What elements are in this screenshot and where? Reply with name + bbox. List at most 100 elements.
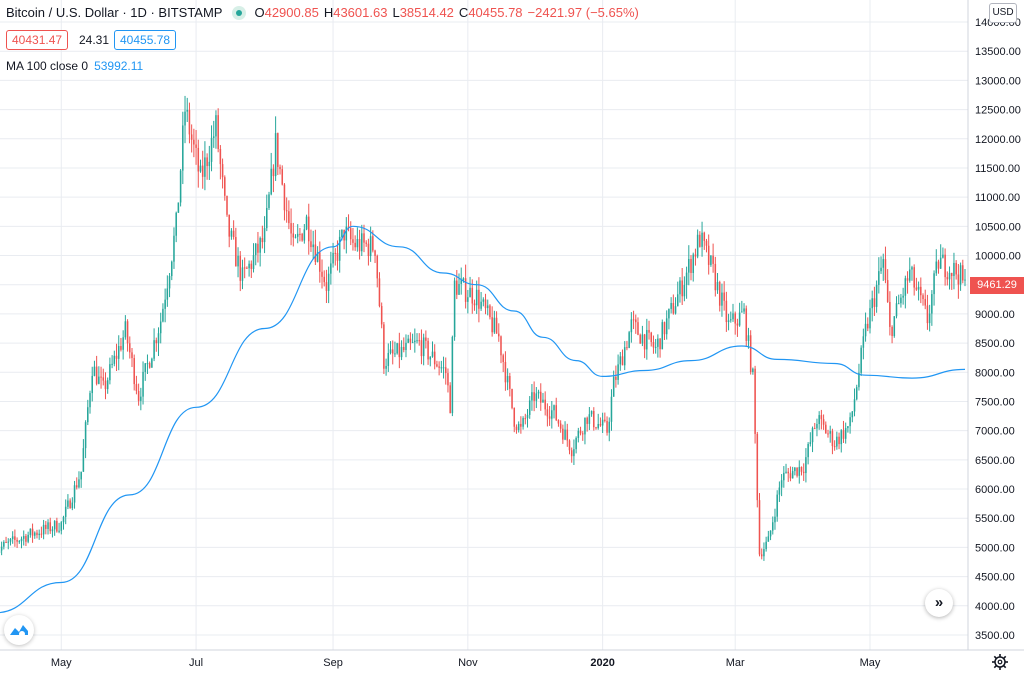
tradingview-logo-icon[interactable] [4, 615, 34, 645]
candle [36, 530, 38, 539]
candle [288, 200, 290, 229]
candle [354, 235, 356, 251]
candle [538, 390, 540, 399]
candle-body [244, 267, 246, 268]
scroll-to-realtime-button[interactable]: » [925, 589, 953, 617]
candle-body [624, 347, 626, 365]
candle-body [392, 349, 394, 353]
candle [491, 306, 493, 336]
candle [383, 322, 385, 374]
candle-body [38, 534, 40, 535]
candle-body [403, 347, 405, 350]
candle [947, 271, 949, 285]
candle-body [385, 366, 387, 369]
candle [368, 239, 370, 266]
candle [204, 141, 206, 190]
candle [186, 98, 188, 122]
candle [825, 421, 827, 433]
candle-body [710, 256, 712, 265]
candle [730, 312, 732, 323]
sell-price-button[interactable]: 40431.47 [6, 30, 68, 50]
candle [259, 237, 261, 267]
candle-body [288, 211, 290, 223]
candle-body [399, 343, 401, 357]
candle [379, 272, 381, 307]
candle [721, 284, 723, 317]
candle [213, 121, 215, 148]
open-label: O [254, 5, 264, 20]
candle-body [222, 164, 224, 177]
currency-label[interactable]: USD [989, 3, 1017, 23]
candle [94, 361, 96, 377]
candle [427, 338, 429, 365]
candle-body [834, 446, 836, 447]
candle-body [721, 293, 723, 306]
candle [648, 321, 650, 340]
buy-price-button[interactable]: 40455.78 [114, 30, 176, 50]
candle [388, 343, 390, 371]
y-tick-label: 3500.00 [975, 630, 1015, 642]
symbol-title[interactable]: Bitcoin / U.S. Dollar · 1D · BITSTAMP [6, 5, 222, 20]
candle [681, 268, 683, 305]
candle [631, 312, 633, 343]
candle-body [211, 138, 213, 162]
candle [454, 277, 456, 340]
candle-body [98, 377, 100, 384]
candle-body [438, 366, 440, 367]
candle-body [379, 278, 381, 306]
candle [860, 345, 862, 376]
candle-body [471, 288, 473, 304]
candle-body [365, 243, 367, 244]
candle-body [754, 369, 756, 434]
candle [703, 232, 705, 250]
candle [551, 401, 553, 429]
candle [757, 432, 759, 507]
candle [843, 421, 845, 443]
candle-body [668, 309, 670, 318]
y-tick-label: 8000.00 [975, 367, 1015, 379]
candle-body [268, 194, 270, 208]
candle [542, 393, 544, 403]
candle [624, 341, 626, 370]
candle [27, 532, 29, 544]
candle-body [346, 227, 348, 241]
candle [136, 376, 138, 394]
candle-body [335, 253, 337, 254]
candle-body [620, 356, 622, 364]
candle-body [597, 424, 599, 428]
candle [796, 467, 798, 477]
candle-body [202, 166, 204, 177]
candle-body [224, 177, 226, 196]
candle-body [332, 253, 334, 264]
candle [569, 439, 571, 454]
candle [772, 516, 774, 534]
candle [74, 481, 76, 509]
candle-body [805, 457, 807, 473]
candle [650, 332, 652, 347]
candle [639, 334, 641, 344]
candle-body [248, 264, 250, 269]
candle [226, 196, 228, 217]
candle-body [692, 255, 694, 273]
candle [502, 354, 504, 372]
candle [505, 351, 507, 391]
candle [266, 195, 268, 232]
candle-body [779, 488, 781, 495]
candle [717, 273, 719, 294]
gear-icon[interactable] [990, 652, 1010, 672]
candle [30, 528, 32, 537]
candle-body [666, 318, 668, 334]
y-tick-label: 12500.00 [975, 105, 1021, 117]
candle-body [644, 334, 646, 349]
candle [635, 315, 637, 334]
candle-body [54, 521, 56, 529]
candle-body [23, 536, 25, 539]
candle-body [489, 305, 491, 317]
candle [487, 300, 489, 316]
candle-body [401, 347, 403, 357]
candle [794, 467, 796, 475]
low-value: 38514.42 [400, 5, 454, 20]
candle-body [752, 369, 754, 372]
